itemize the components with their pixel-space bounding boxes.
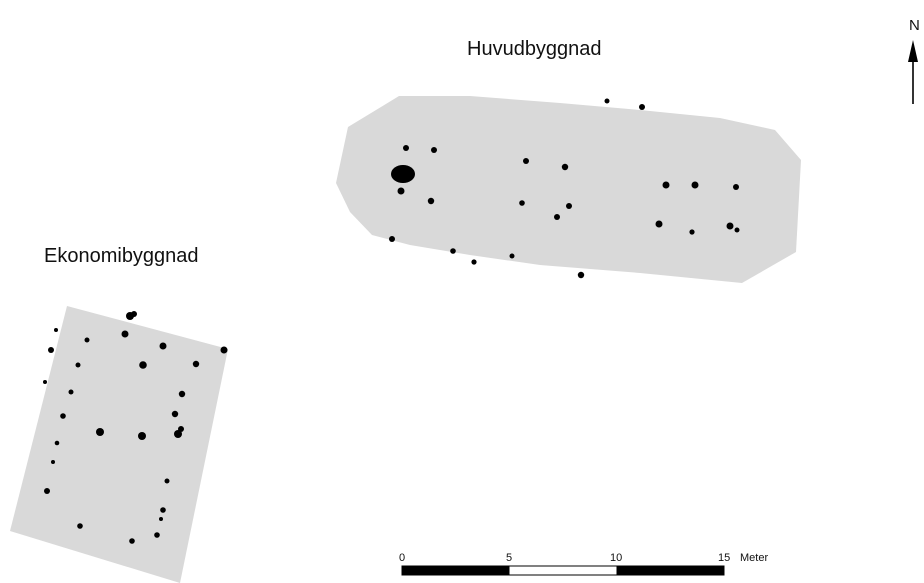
post-hole[interactable] [51, 460, 55, 464]
post-hole[interactable] [577, 271, 585, 279]
main-building-label: Huvudbyggnad [467, 38, 602, 60]
post-hole[interactable] [84, 337, 90, 343]
post-hole[interactable] [174, 430, 182, 438]
post-hole[interactable] [77, 523, 83, 529]
scale-segment-3 [616, 565, 725, 576]
north-arrow: N [908, 17, 920, 104]
outbuilding-footprint[interactable] [10, 306, 228, 583]
post-hole[interactable] [655, 220, 663, 228]
north-arrow-head [908, 40, 918, 62]
post-hole[interactable] [121, 330, 129, 338]
scale-tick-15: 15 [718, 552, 730, 564]
post-hole[interactable] [471, 259, 477, 265]
post-hole[interactable] [566, 203, 572, 209]
scale-tick-0: 0 [399, 552, 405, 564]
post-hole[interactable] [54, 328, 58, 332]
main-building: Huvudbyggnad [336, 38, 801, 283]
post-hole[interactable] [431, 147, 437, 153]
post-hole[interactable] [96, 428, 104, 436]
scale-tick-10: 10 [610, 552, 622, 564]
post-hole[interactable] [450, 248, 456, 254]
post-hole[interactable] [523, 158, 529, 164]
post-hole[interactable] [519, 200, 525, 206]
scale-unit: Meter [740, 552, 768, 564]
post-hole[interactable] [397, 187, 405, 195]
post-hole[interactable] [691, 181, 699, 189]
post-hole[interactable] [48, 347, 54, 353]
post-hole[interactable] [403, 145, 409, 151]
scale-segment-1 [401, 565, 510, 576]
post-hole[interactable] [389, 236, 395, 242]
post-hole[interactable] [689, 229, 695, 235]
outbuilding: Ekonomibyggnad [10, 245, 228, 583]
main-building-postholes [389, 98, 740, 279]
post-hole[interactable] [171, 410, 179, 418]
post-hole[interactable] [220, 346, 228, 354]
scale-tick-5: 5 [506, 552, 512, 564]
post-hole[interactable] [178, 390, 186, 398]
post-hole[interactable] [138, 432, 146, 440]
post-hole[interactable] [391, 165, 415, 183]
post-hole[interactable] [159, 342, 167, 350]
post-hole[interactable] [427, 197, 435, 205]
post-hole[interactable] [129, 538, 135, 544]
north-letter: N [909, 17, 920, 34]
post-hole[interactable] [60, 413, 66, 419]
post-hole[interactable] [75, 362, 81, 368]
post-hole[interactable] [154, 532, 160, 538]
outbuilding-postholes [43, 311, 228, 544]
post-hole[interactable] [192, 360, 200, 368]
post-hole[interactable] [726, 222, 734, 230]
scale-bar: 0 5 10 15 Meter [399, 552, 768, 576]
post-hole[interactable] [160, 507, 166, 513]
post-hole[interactable] [734, 227, 740, 233]
post-hole[interactable] [639, 104, 645, 110]
outbuilding-label: Ekonomibyggnad [44, 245, 199, 267]
post-hole[interactable] [554, 214, 560, 220]
post-hole[interactable] [178, 426, 184, 432]
post-hole[interactable] [733, 184, 739, 190]
post-hole[interactable] [131, 311, 137, 317]
scale-segment-2 [508, 565, 618, 576]
post-hole[interactable] [139, 361, 147, 369]
post-hole[interactable] [509, 253, 515, 259]
post-hole[interactable] [561, 163, 569, 171]
main-building-footprint[interactable] [336, 96, 801, 283]
post-hole[interactable] [54, 440, 60, 446]
post-hole[interactable] [159, 517, 163, 521]
post-hole[interactable] [68, 389, 74, 395]
post-hole[interactable] [43, 380, 47, 384]
post-hole[interactable] [44, 488, 50, 494]
post-hole[interactable] [662, 181, 670, 189]
post-hole[interactable] [164, 478, 170, 484]
post-hole[interactable] [604, 98, 610, 104]
